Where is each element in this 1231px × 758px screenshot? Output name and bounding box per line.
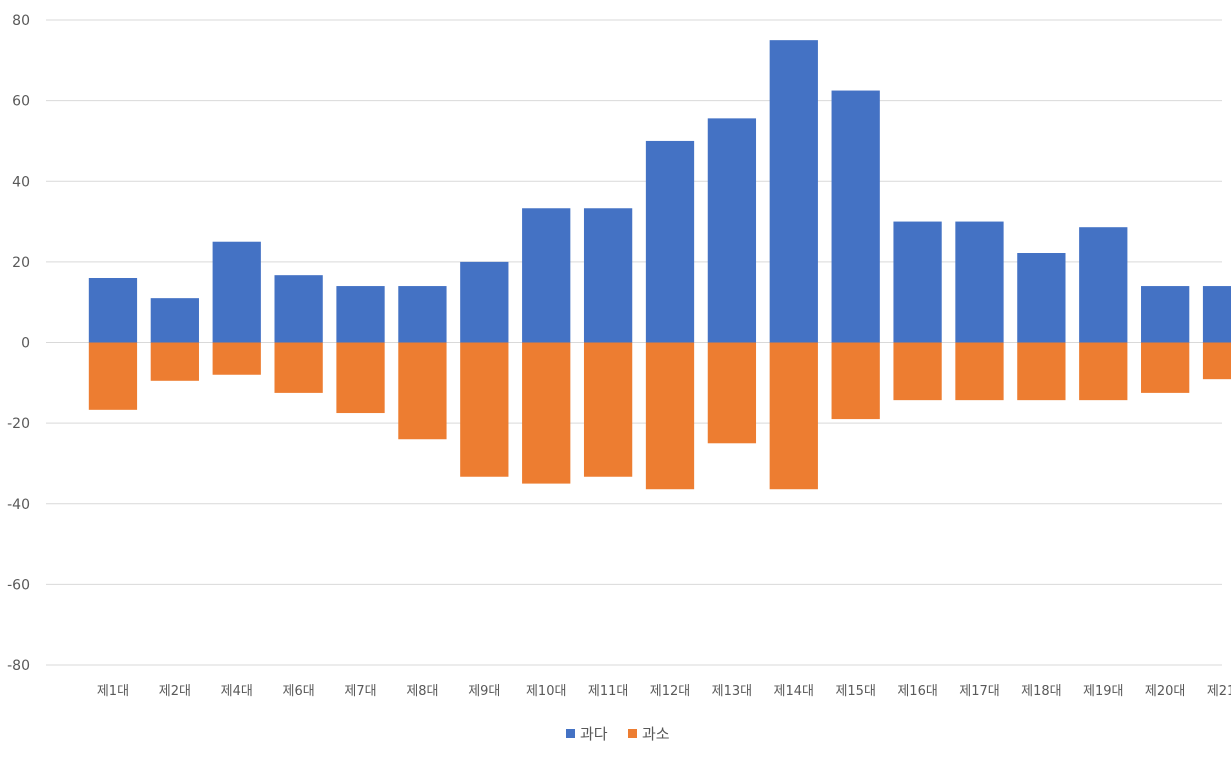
bar-excess-3 [212, 241, 261, 343]
bar-deficit-9 [583, 342, 633, 477]
bar-excess-7 [460, 261, 509, 343]
bar-excess-6 [398, 286, 447, 343]
x-category-label: 제21대 [1207, 684, 1231, 699]
x-category-label: 제2대 [159, 684, 191, 699]
bar-deficit-4 [274, 342, 323, 393]
bar-excess-13 [831, 90, 880, 343]
bar-excess-8 [522, 208, 571, 343]
y-tick-label: 40 [12, 174, 30, 190]
x-category-label: 제4대 [221, 684, 253, 699]
bar-deficit-2 [150, 342, 199, 381]
bar-excess-16 [1017, 253, 1066, 343]
bar-deficit-3 [212, 342, 261, 375]
legend: 과다 과소 [566, 725, 670, 743]
x-category-label: 제8대 [406, 684, 438, 699]
bar-excess-10 [645, 140, 695, 343]
legend-label: 과다 [580, 725, 608, 743]
bar-deficit-16 [1017, 342, 1066, 401]
bar-deficit-12 [769, 342, 818, 490]
bar-excess-17 [1079, 227, 1128, 343]
x-axis-category-labels: 제1대 제2대 제4대 제6대 제7대 제8대 제9대 제10대 제11대 제12대 제13대 제14… [97, 684, 1231, 699]
y-tick-label: -80 [7, 658, 30, 674]
bar-deficit-13 [831, 342, 880, 420]
y-tick-label: 80 [12, 13, 30, 29]
x-category-label: 제14대 [774, 684, 814, 699]
bar-deficit-11 [707, 342, 757, 444]
bar-marks [88, 40, 1231, 490]
legend-label: 과소 [642, 725, 670, 743]
y-tick-label: -40 [7, 497, 30, 513]
x-category-label: 제13대 [712, 684, 752, 699]
bar-excess-4 [274, 275, 323, 343]
bar-excess-11 [707, 118, 757, 343]
x-category-label: 제15대 [835, 684, 875, 699]
bar-deficit-17 [1079, 342, 1128, 401]
bar-excess-1 [88, 278, 138, 343]
bar-deficit-19 [1202, 342, 1231, 380]
x-category-label: 제18대 [1021, 684, 1061, 699]
bar-deficit-1 [88, 342, 138, 410]
y-tick-label: 20 [12, 255, 30, 271]
x-category-label: 제6대 [283, 684, 315, 699]
bar-deficit-18 [1141, 342, 1190, 393]
legend-swatch [566, 729, 575, 738]
bar-deficit-10 [645, 342, 695, 490]
x-category-label: 제12대 [650, 684, 690, 699]
x-category-label: 제19대 [1083, 684, 1123, 699]
bar-excess-18 [1141, 286, 1190, 343]
bar-deficit-7 [460, 342, 509, 477]
x-category-label: 제1대 [97, 684, 129, 699]
y-tick-label: -60 [7, 577, 30, 593]
bar-excess-9 [583, 208, 633, 343]
bar-excess-15 [955, 221, 1004, 343]
bar-deficit-8 [522, 342, 571, 484]
bar-excess-19 [1202, 286, 1231, 343]
legend-swatch [628, 729, 637, 738]
x-category-label: 제16대 [897, 684, 937, 699]
y-tick-label: -20 [7, 416, 30, 432]
bar-deficit-5 [336, 342, 385, 414]
bar-deficit-14 [893, 342, 942, 401]
bar-excess-14 [893, 221, 942, 343]
bar-deficit-15 [955, 342, 1004, 401]
x-category-label: 제7대 [344, 684, 376, 699]
x-category-label: 제11대 [588, 684, 628, 699]
bar-excess-2 [150, 298, 199, 343]
y-tick-label: 0 [21, 336, 30, 352]
bar-excess-12 [769, 40, 818, 343]
x-category-label: 제17대 [959, 684, 999, 699]
bar-deficit-6 [398, 342, 447, 440]
x-category-label: 제10대 [526, 684, 566, 699]
x-category-label: 제9대 [468, 684, 500, 699]
x-category-label: 제20대 [1145, 684, 1185, 699]
y-tick-label: 60 [12, 94, 30, 110]
bar-excess-5 [336, 286, 385, 343]
y-axis-tick-labels: 80 60 40 20 0 -20 -40 -60 -80 [7, 13, 30, 674]
